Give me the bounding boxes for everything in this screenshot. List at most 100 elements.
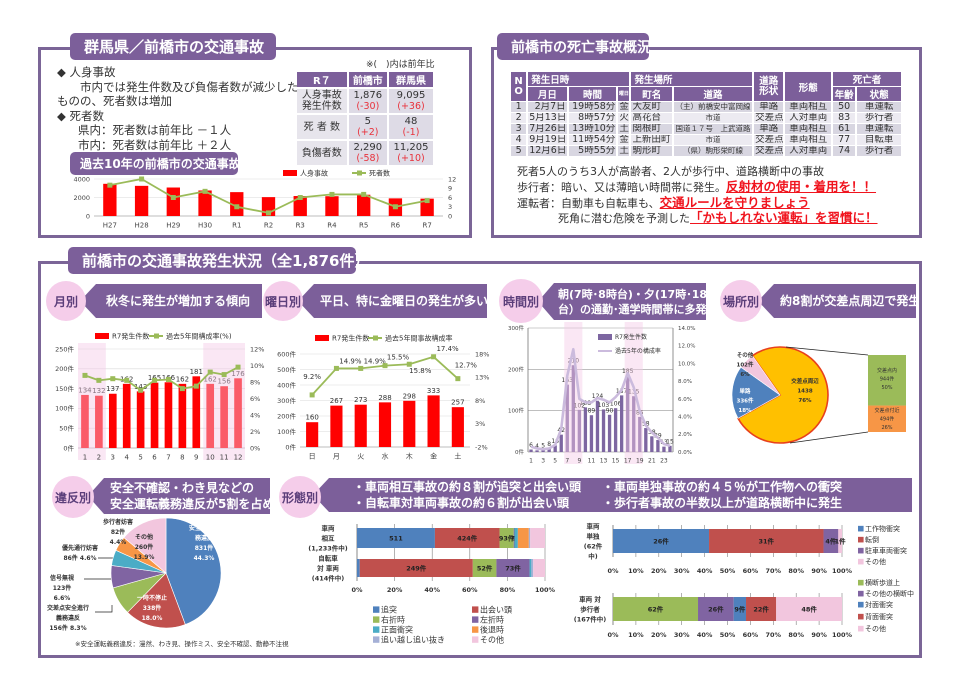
bar-value-label: 4 (535, 443, 539, 450)
line-marker (165, 377, 171, 383)
status-panel (38, 261, 922, 658)
fatal-title: 前橋市の死亡事故概況 (497, 33, 651, 60)
pie-slice (736, 346, 829, 444)
fatal-panel (491, 47, 922, 238)
headline-hourly-line-2: 台）の通勤･通学時間帯に多発 (558, 302, 707, 316)
breakdown-label: 交差点内 (877, 367, 897, 374)
y-tick-label: 200件 (277, 411, 296, 420)
bar (293, 196, 307, 216)
x-tick-label: 70% (766, 631, 782, 639)
breakdown-label: 50% (881, 385, 892, 391)
x-tick-label: 6 (152, 454, 157, 462)
y-tick-label: 2000 (73, 194, 90, 202)
fatal-cell-status: 車運転 (857, 124, 901, 134)
pie-label: 86件 4.6% (63, 554, 96, 562)
connector-line (789, 431, 869, 444)
bar (81, 394, 89, 448)
segment-label: 5 (512, 534, 517, 542)
overview-note: ※( )内は前年比 (366, 60, 435, 70)
bar (420, 198, 434, 216)
breakdown-label: 494件 (880, 416, 895, 423)
overview-cell: 48 (-1) (388, 115, 433, 139)
bar (535, 450, 539, 452)
tag-monthly: 月別 (46, 281, 86, 321)
legend-marker (373, 335, 378, 341)
bar-value-label: 176 (231, 370, 245, 378)
fatal-cell-road-shape: 単路 (754, 124, 784, 134)
fatal-cell-age: 83 (833, 113, 856, 123)
y-tick-label: 100件 (277, 427, 296, 436)
highlight-band (624, 322, 643, 464)
bar (595, 400, 600, 452)
x-tick-label: 11 (588, 458, 596, 465)
x-tick-label: H29 (166, 222, 180, 230)
legend-swatch (373, 626, 380, 633)
hourly-chart: 0件 100件 200件 300件 0.0% 2.0% 4.0% 6.0% 8.0% 10.0% 1… (508, 322, 695, 465)
fatal-cell-status: 自転車 (857, 135, 901, 145)
fatal-th-road-shape-2: 形状 (759, 85, 779, 97)
fatal-cell-no: 5 (511, 146, 527, 156)
bar (166, 187, 180, 216)
bar-value-label: 210 (568, 358, 580, 365)
x-tick-label: 12 (234, 454, 243, 462)
fatal-cell-road: （主）前橋安中富岡線 (674, 102, 753, 112)
x-tick-label: 100% (832, 631, 853, 639)
legend-swatch (373, 616, 380, 623)
fatal-cell-type: 人対車両 (785, 113, 832, 123)
x-tick-label: H27 (103, 222, 117, 230)
overview-title: 群馬県／前橋市の交通事故 (70, 33, 276, 60)
bar-value-label: 134 (78, 386, 92, 394)
bar (192, 376, 201, 448)
pie-label: 82件 (111, 528, 125, 536)
stacked-segment (357, 528, 435, 548)
fatal-table-row: 3 7月26日 13時10分土関根町 国道１７号 上武道路 単路 車両相互 61 車運転 (511, 124, 901, 134)
legend-swatch (95, 333, 109, 339)
legend-label: 後退時 (480, 624, 504, 634)
x-tick-label: 5 (553, 458, 557, 465)
pie-label: 義務違反 (56, 614, 80, 622)
fatal-th-town: 町名 (631, 87, 673, 101)
pie-slice (127, 572, 186, 629)
line-marker (431, 354, 437, 360)
line-value-label: 15.8% (409, 367, 432, 375)
x-tick-label: 8 (180, 454, 184, 462)
stacked-segment (838, 529, 842, 553)
bar-value-label: 103 (598, 402, 610, 409)
fatal-cell-road: 市道 (674, 135, 753, 145)
legend-label: R7発生件数 (112, 331, 149, 340)
bar (122, 383, 131, 448)
fatal-table-row: 2 5月13日 8時57分火高花台 市道 交差点 人対車両 83 歩行者 (511, 113, 901, 123)
overview-bullet-deaths: ◆ 死者数 (57, 109, 104, 123)
pie-label: 優先通行妨害 (61, 544, 98, 552)
overview-th-year: R７ (297, 72, 347, 87)
pie-label: 4.4% (110, 539, 127, 546)
violation-pie-chart: 安全運転義務違反 831件 44.3% 一時不停止 338件 18.0% 交差点安全進行義務… (47, 517, 222, 632)
x-tick-label: 70% (766, 567, 782, 575)
legend-marker (357, 170, 362, 176)
fatal-cell-road: 国道１７号 上武道路 (674, 124, 753, 134)
fatal-cell-time: 19時58分 (568, 102, 617, 112)
legend-label: 正面衝突 (381, 624, 413, 634)
fatal-cell-road-shape: 単路 (754, 102, 784, 112)
fatal-cell-town: 駒形町 (631, 146, 673, 156)
bar (547, 448, 551, 452)
bar-value-label: 5 (541, 442, 545, 449)
pie-label: 123件 (53, 584, 72, 592)
legend-label: 出会い頭 (480, 604, 512, 614)
breakdown-label: 944件 (880, 376, 895, 383)
y-tick-label: 200件 (508, 365, 524, 373)
y2-tick-label: 0 (448, 212, 452, 220)
line-marker (424, 198, 430, 204)
bar (668, 445, 672, 452)
fatal-th-location: 発生場所 (631, 72, 753, 86)
x-tick-label: 21 (648, 458, 656, 465)
bar (378, 402, 392, 447)
bar (306, 422, 319, 447)
legend-label: 過去5年間事故構成率 (385, 333, 452, 342)
type-pedestrian-chart: 0% 10% 20% 30% 40% 50% 60% 70% 80% 90% 100% 62件 26件 9… (574, 578, 914, 639)
legend-swatch (315, 335, 329, 341)
legend-label: R7発生件数 (332, 333, 369, 342)
line-value-label: 9.2% (303, 373, 321, 381)
category-label: (167件中) (574, 614, 607, 623)
overview-bullet-deaths-pref: 県内：死者数は前年比 －１人 (78, 123, 232, 137)
